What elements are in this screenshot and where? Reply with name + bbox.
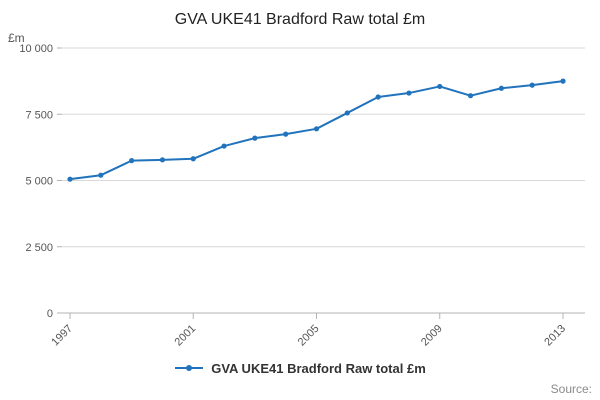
data-point xyxy=(406,90,412,96)
data-point xyxy=(221,143,227,149)
data-point xyxy=(67,176,73,182)
data-point xyxy=(467,93,474,99)
data-point xyxy=(190,156,196,162)
legend-line-marker-icon xyxy=(175,365,204,371)
legend-series-label: GVA UKE41 Bradford Raw total £m xyxy=(211,360,426,376)
x-tick-label: 2013 xyxy=(542,323,568,349)
source-label: Source: xyxy=(550,382,592,396)
data-point xyxy=(560,78,566,84)
data-point xyxy=(313,126,320,132)
chart-title: GVA UKE41 Bradford Raw total £m xyxy=(174,11,426,28)
data-point xyxy=(375,94,381,100)
x-tick-label: 2009 xyxy=(419,323,445,349)
chart-legend: GVA UKE41 Bradford Raw total £m xyxy=(0,357,600,379)
data-point xyxy=(437,83,443,90)
data-point xyxy=(344,110,350,116)
data-point xyxy=(498,85,504,91)
data-point xyxy=(159,157,166,163)
y-tick-label: 0 xyxy=(47,308,53,320)
data-point xyxy=(129,158,135,164)
data-point xyxy=(283,131,289,137)
y-tick-label: 5 000 xyxy=(25,176,53,188)
y-tick-label: 7 500 xyxy=(25,109,53,121)
data-point xyxy=(529,82,535,88)
y-tick-label: 2 500 xyxy=(25,242,53,254)
x-tick-label: 1997 xyxy=(49,323,75,349)
y-tick-label: 10 000 xyxy=(19,43,53,55)
data-point xyxy=(98,172,104,178)
y-axis-unit-label: £m xyxy=(8,31,25,45)
x-tick-label: 2005 xyxy=(296,323,322,349)
x-tick-label: 2001 xyxy=(173,323,199,349)
line-chart-plot-area: £m 0 2 500 5 000 7 500 10 000 1997 2001 2005 200… xyxy=(8,31,585,349)
data-point xyxy=(252,135,258,141)
